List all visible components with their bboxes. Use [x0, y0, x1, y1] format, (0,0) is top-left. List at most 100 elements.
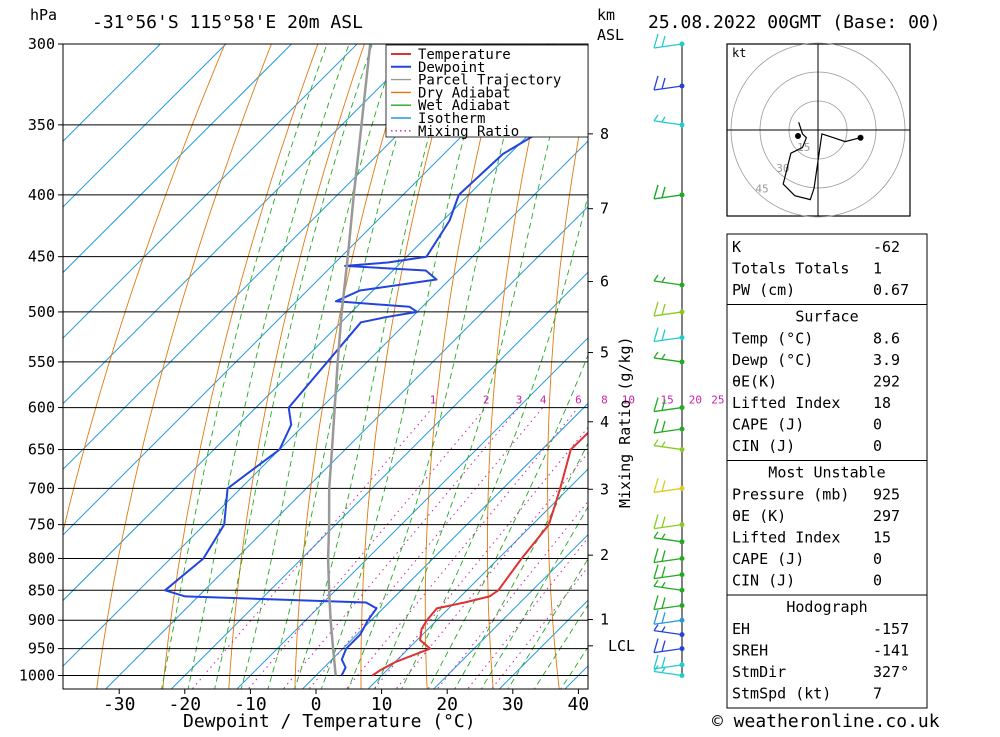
wind-barb-flag [661, 516, 666, 528]
wind-barb [653, 351, 683, 363]
table-row-value: 8.6 [873, 330, 900, 348]
isotherm-line [170, 271, 588, 689]
wet-adiabat-line [427, 353, 588, 689]
legend-entry: Mixing Ratio [418, 124, 519, 140]
wind-barb-flag [653, 548, 659, 563]
isotherm-line [63, 44, 292, 274]
table-row-value: 1 [873, 260, 882, 278]
pressure-tick-label: 900 [28, 611, 55, 629]
wind-barb-flag [661, 77, 666, 90]
pressure-tick-label: 750 [28, 516, 55, 534]
mixing-ratio-line [466, 537, 588, 689]
storm-motion-dot [795, 133, 801, 139]
height-tick-label: 3 [600, 480, 609, 498]
pressure-tick-label: 850 [28, 581, 55, 599]
temperature-profile [371, 431, 588, 677]
wind-barb-flag [653, 114, 659, 122]
wind-barb [653, 654, 683, 670]
wind-barb [653, 514, 683, 530]
mixing-ratio-line [436, 500, 588, 689]
wind-barb-flag [653, 327, 659, 342]
wind-barb-staff [653, 557, 683, 564]
wind-barb-flag [661, 186, 666, 199]
table-row-value: 15 [873, 529, 891, 547]
wind-barb-flag [661, 656, 666, 669]
mixing-ratio-value: 10 [622, 394, 635, 407]
wind-barb-flag [661, 399, 666, 411]
height-tick-label: 4 [600, 413, 609, 431]
table-row-label: SREH [732, 642, 768, 660]
isotherm-line [104, 205, 588, 689]
wind-barb-staff [653, 336, 683, 343]
table-row-value: 18 [873, 394, 891, 412]
height-tick-label: 7 [600, 200, 609, 218]
temperature-axis: -30 -20 -10 0 10 20 30 40 [103, 689, 589, 715]
mixing-ratio-value: 2 [483, 394, 490, 407]
wind-barb-staff [653, 670, 683, 677]
wind-barb [653, 548, 683, 564]
wind-barb-staff [653, 523, 683, 530]
wind-barb-flag [661, 581, 666, 588]
table-row-value: -157 [873, 620, 909, 638]
mixing-ratio-labels: 1 2 3 4 6 8 10 15 20 25 [430, 394, 725, 407]
legend-entry: Wet Adiabat [418, 98, 511, 114]
wind-barb-flag [661, 626, 666, 632]
table-row-value: 0 [873, 572, 882, 590]
table-section [726, 304, 928, 461]
wind-barb-staff [653, 619, 683, 625]
wind-barb-flag [661, 441, 666, 447]
table-row-label: K [732, 238, 741, 256]
isotherm-line [63, 44, 555, 536]
wind-barb-flag [653, 301, 659, 317]
isotherm-line [63, 74, 588, 602]
wind-barb-staff [653, 487, 683, 494]
wind-barb-flag [661, 550, 666, 562]
wet-adiabat-line [320, 44, 489, 689]
wind-barb-flag [661, 533, 666, 540]
x-axis-label: Dewpoint / Temperature (°C) [183, 711, 476, 732]
wind-barb-flag [653, 418, 659, 434]
station-location: -31°56'S 115°58'E 20m ASL [92, 12, 363, 33]
wind-barb-staff [653, 311, 683, 317]
pressure-unit-label: hPa [30, 6, 57, 24]
mixing-ratio-axis-label: Mixing Ratio (g/kg) [616, 336, 634, 508]
table-row-value: 7 [873, 685, 882, 703]
wet-adiabat-line [214, 44, 373, 689]
wind-barb [653, 327, 683, 343]
dewpoint-profile [164, 44, 553, 676]
wind-barb-staff [653, 280, 683, 286]
table-row-label: Pressure (mb) [732, 486, 849, 504]
isotherm-line [301, 402, 588, 689]
wind-barb-flag [661, 303, 666, 316]
table-section [726, 594, 928, 709]
legend-entry: Dewpoint [418, 60, 485, 76]
wind-barb [653, 478, 683, 494]
wind-barb-flag [661, 353, 666, 360]
wind-barb-staff [653, 604, 683, 611]
mixing-ratio-line [191, 407, 434, 689]
pressure-tick-label: 800 [28, 549, 55, 567]
pressure-tick-label: 300 [28, 35, 55, 53]
wind-barb-staff [653, 428, 683, 434]
table-row-value: 292 [873, 373, 900, 391]
wind-barb [653, 274, 683, 286]
wind-barb-flag [661, 612, 666, 624]
temperature-tick-label: 30 [502, 694, 524, 715]
wet-adiabat-line [294, 44, 456, 689]
table-row-value: -141 [873, 642, 909, 660]
pressure-tick-label: 450 [28, 248, 55, 266]
height-tick-label: 8 [600, 125, 609, 143]
table-section-title: Most Unstable [768, 464, 885, 482]
dry-adiabat-line [487, 44, 551, 689]
wind-barb-flag [653, 654, 659, 670]
isotherm-line [63, 44, 227, 208]
temperature-tick-label: 20 [436, 694, 458, 715]
wind-barb [653, 638, 683, 654]
table-row-value: 3.9 [873, 351, 900, 369]
legend-entry: Isotherm [418, 111, 485, 127]
wind-barb [653, 564, 683, 580]
wind-barb-flag [661, 420, 666, 433]
wind-barb [653, 418, 683, 434]
table-row-label: Temp (°C) [732, 330, 813, 348]
lcl-label: LCL [608, 637, 635, 655]
